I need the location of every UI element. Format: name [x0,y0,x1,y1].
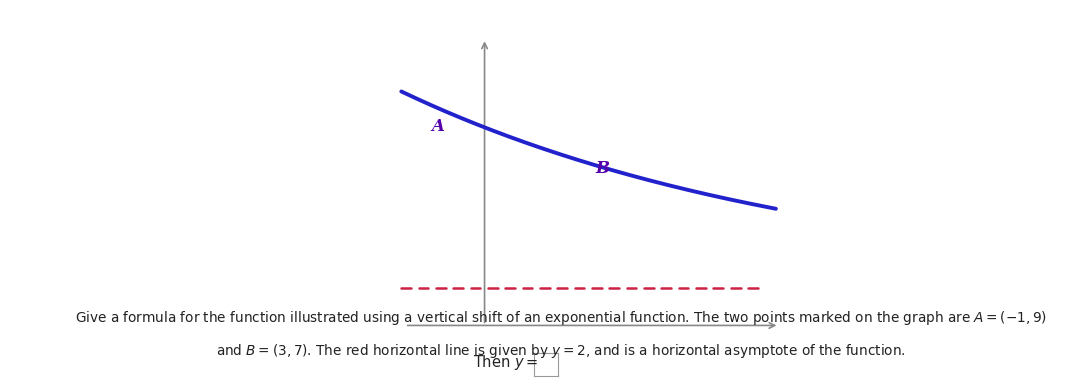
Text: A: A [431,118,444,135]
Text: Then $y=$: Then $y=$ [473,354,538,372]
Text: Give a formula for the function illustrated using a vertical shift of an exponen: Give a formula for the function illustra… [75,309,1047,327]
Text: and $B = (3, 7)$. The red horizontal line is given by $y = 2$, and is a horizont: and $B = (3, 7)$. The red horizontal lin… [217,342,906,360]
Text: B: B [595,160,609,177]
